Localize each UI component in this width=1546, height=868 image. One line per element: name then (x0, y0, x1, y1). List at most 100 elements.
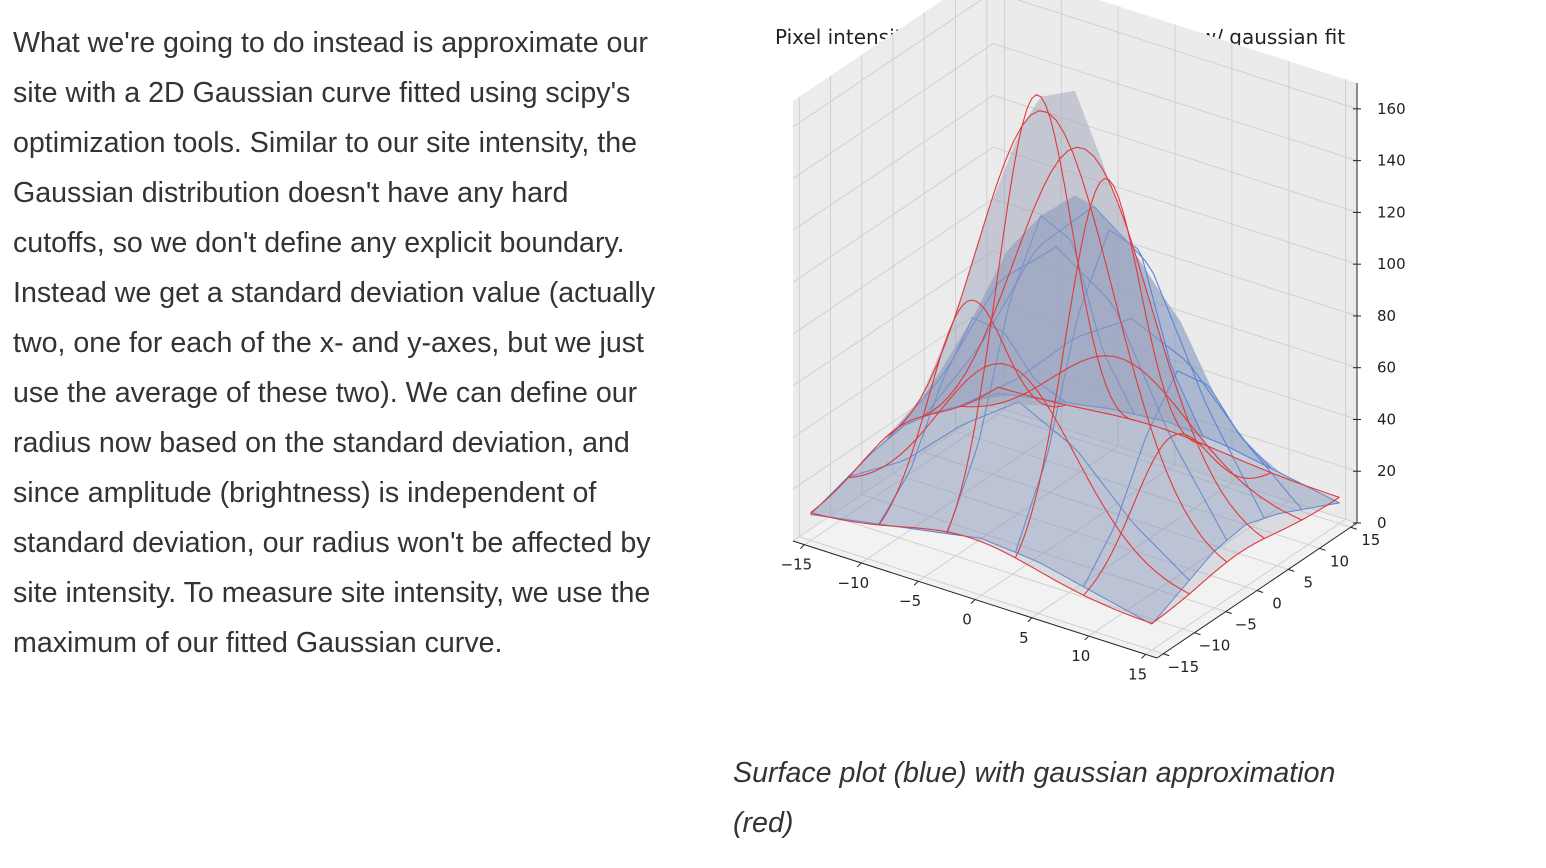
measured-surface-facet (1087, 387, 1140, 508)
z-tick-label: 20 (1377, 462, 1396, 480)
x-tick-mark (1084, 635, 1090, 641)
y-tick-mark (1319, 547, 1326, 551)
gaussian-fit-surface-facet (1131, 363, 1185, 434)
article-line: radius now based on the standard deviati… (13, 427, 630, 459)
gaussian-fit-surface-facet (1102, 533, 1156, 593)
article-line: Instead we get a standard deviation valu… (13, 277, 656, 309)
measured-surface-facet (882, 400, 936, 467)
gaussian-fit-surface-facet (1136, 571, 1190, 610)
z-tick-label: 60 (1377, 359, 1396, 377)
gaussian-fit-surface-facet (1025, 159, 1079, 307)
z-tick-label: 120 (1377, 203, 1406, 221)
measured-surface-facet (1174, 478, 1227, 559)
measured-surface-facet (1059, 206, 1113, 264)
figure-caption: Surface plot (blue) with gaussian approx… (733, 748, 1413, 848)
article-line: What we're going to do instead is approx… (13, 27, 648, 59)
measured-surface-facet (897, 432, 951, 493)
gaussian-fit-surface-facet (1117, 593, 1171, 624)
gaussian-fit-surface-facet (1097, 356, 1150, 416)
z-tick-label: 160 (1377, 100, 1406, 118)
measured-surface-facet (969, 267, 1023, 357)
gaussian-fit-surface-facet (1000, 370, 1053, 504)
gaussian-fit-surface-facet (1109, 179, 1162, 343)
gaussian-fit-surface-facet (938, 300, 992, 386)
measured-surface-facet (1286, 477, 1340, 507)
measured-surface-facet (947, 474, 1000, 539)
measured-surface-facet (916, 356, 970, 454)
x-tick-mark (1141, 653, 1146, 659)
gaussian-fit-surface-facet (953, 186, 1007, 320)
measured-surface-facet (1218, 418, 1272, 469)
measured-surface-facet (904, 374, 958, 426)
gaussian-fit-surface-facet (1143, 314, 1197, 442)
measured-surface-facet (1131, 318, 1185, 396)
gaussian-fit-surface-facet (1022, 90, 1075, 126)
gaussian-fit-surface-facet (904, 383, 958, 424)
y-tick-label: −5 (1235, 616, 1257, 634)
gaussian-fit-surface-facet (1083, 569, 1137, 611)
measured-surface-facet (1192, 450, 1246, 541)
gaussian-fit-surface-facet (897, 398, 951, 492)
article-line: maximum of our fitted Gaussian curve. (13, 627, 503, 659)
measured-surface-facet (844, 492, 898, 525)
x-tick-label: 0 (962, 611, 972, 629)
gaussian-fit-surface-facet (1124, 314, 1178, 451)
grid-line-z (792, 146, 1358, 283)
gaussian-fit-surface-facet (1218, 456, 1272, 479)
measured-surface-wire (946, 214, 1136, 534)
grid-line-z (792, 94, 1358, 231)
measured-surface-facet (935, 299, 988, 401)
gaussian-fit-surface-facet (984, 233, 1038, 371)
measured-surface-facet (1230, 452, 1284, 519)
x-tick-mark (970, 599, 976, 604)
measured-surface-wire (960, 317, 1303, 510)
gaussian-fit-surface-facet (947, 470, 1000, 542)
measured-surface-facet (1010, 294, 1063, 371)
measured-surface-wire (878, 317, 1067, 525)
measured-surface-facet (1155, 508, 1209, 581)
measured-surface-facet (1068, 463, 1122, 551)
article-line: since amplitude (brightness) is independ… (13, 477, 597, 509)
z-tick-label: 100 (1377, 255, 1406, 273)
gaussian-fit-surface-facet (1112, 267, 1166, 394)
gaussian-fit-surface-facet (1087, 400, 1140, 534)
measured-surface-wire (810, 514, 1153, 625)
y-tick-mark (1256, 590, 1264, 593)
measured-surface-facet (1162, 294, 1215, 396)
gaussian-fit-surface-facet (1040, 90, 1094, 159)
gaussian-fit-surface-facet (981, 478, 1035, 558)
measured-surface-facet (1158, 370, 1212, 478)
x-tick-label: 10 (1071, 647, 1090, 665)
measured-surface-facet (1196, 379, 1249, 458)
gaussian-fit-surface-facet (991, 229, 1045, 359)
article-text: What we're going to do instead is approx… (13, 18, 713, 668)
z-tick-label: 0 (1377, 514, 1387, 532)
gaussian-fit-surface-facet (965, 367, 1019, 479)
measured-surface-facet (1018, 311, 1072, 430)
x-tick-label: 15 (1128, 665, 1147, 683)
measured-surface-facet (913, 479, 966, 534)
article-line: use the average of these two). We can de… (13, 377, 638, 409)
gaussian-fit-surface-facet (931, 367, 985, 479)
gaussian-fit-surface-facet (1139, 450, 1193, 547)
measured-surface-facet (972, 251, 1026, 327)
chart-figure: Pixel intensity of a nucleation site @ 9… (730, 0, 1546, 868)
y-tick-mark (1163, 653, 1170, 657)
gaussian-fit-surface-facet (1010, 306, 1063, 392)
gaussian-fit-surface-wire (1151, 496, 1340, 624)
measured-surface-facet (1040, 195, 1094, 231)
y-tick-label: 0 (1272, 595, 1282, 613)
y-tick-label: 15 (1361, 531, 1380, 549)
y-tick-mark (1350, 526, 1357, 530)
measured-surface-facet (981, 474, 1035, 553)
measured-surface-facet (829, 467, 883, 496)
gaussian-fit-surface-facet (1177, 434, 1231, 510)
measured-surface-facet (1047, 381, 1101, 408)
x-tick-mark (1027, 617, 1033, 623)
grid-line-z (792, 353, 1358, 490)
y-tick-mark (1194, 632, 1201, 636)
gaussian-fit-surface-facet (979, 387, 1033, 404)
gaussian-fit-surface-facet (1233, 474, 1287, 502)
gaussian-fit-surface-facet (1115, 405, 1169, 431)
